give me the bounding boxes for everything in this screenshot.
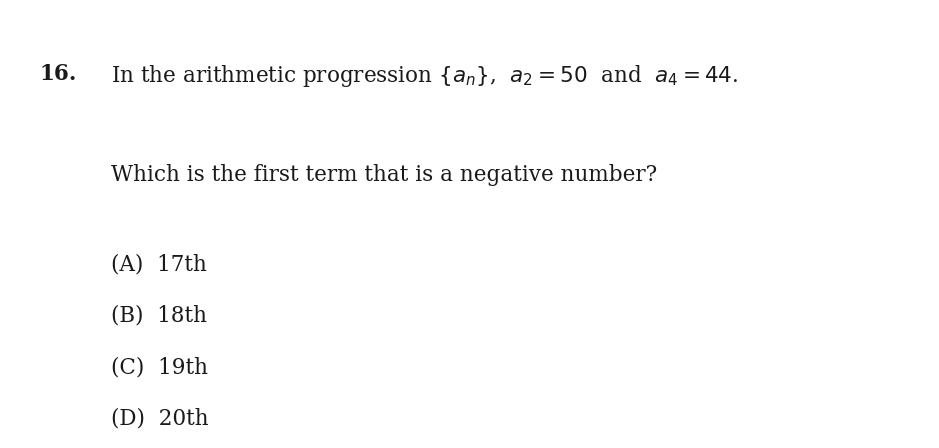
Text: (D)  20th: (D) 20th bbox=[111, 408, 208, 430]
Text: Which is the first term that is a negative number?: Which is the first term that is a negati… bbox=[111, 164, 657, 185]
Text: (A)  17th: (A) 17th bbox=[111, 253, 207, 275]
Text: (B)  18th: (B) 18th bbox=[111, 305, 207, 327]
Text: 16.: 16. bbox=[39, 63, 77, 85]
Text: (C)  19th: (C) 19th bbox=[111, 356, 208, 378]
Text: In the arithmetic progression $\{a_n\}$,  $a_2 = 50$  and  $a_4 = 44$.: In the arithmetic progression $\{a_n\}$,… bbox=[111, 63, 738, 89]
